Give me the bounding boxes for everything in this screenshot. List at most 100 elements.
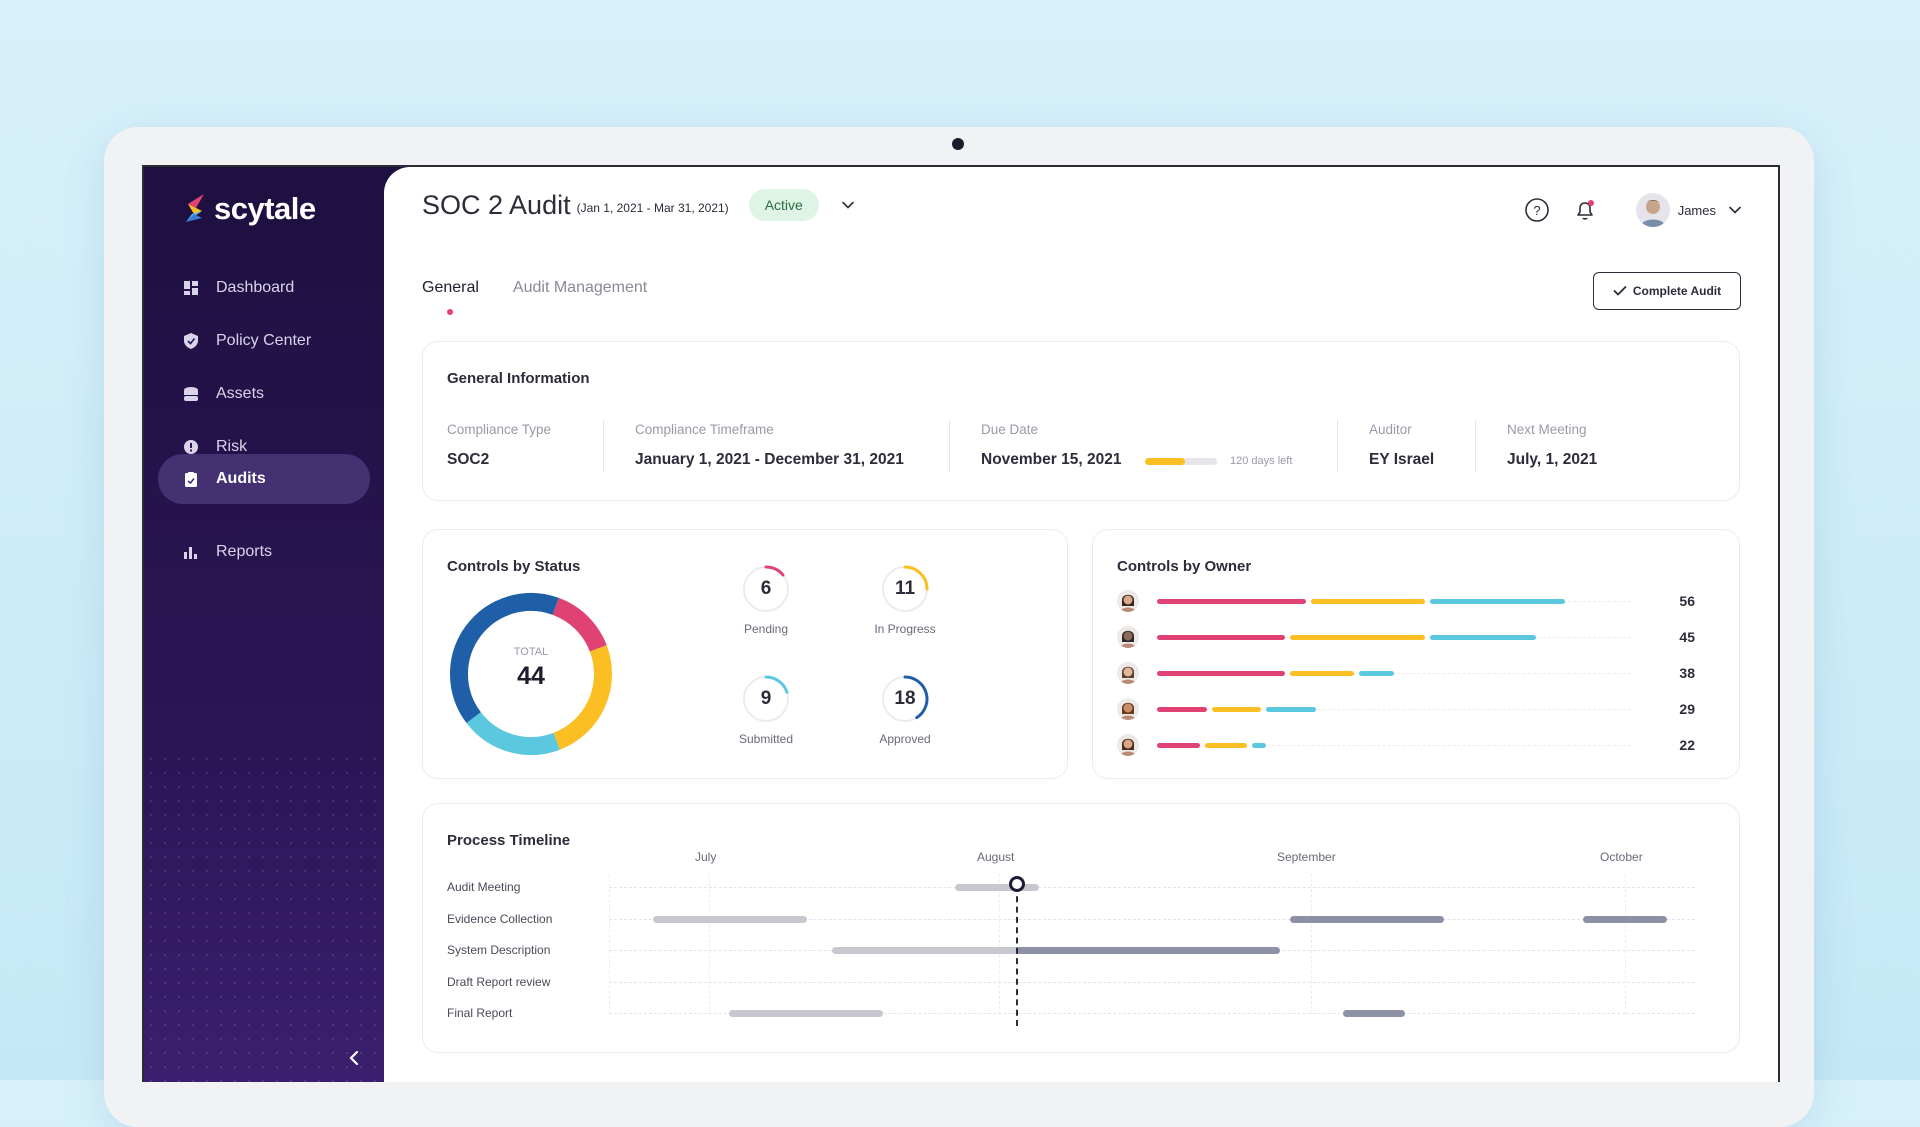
system-description-bar[interactable] [832, 947, 1018, 954]
assets-icon [183, 386, 199, 402]
donut-total: 44 [517, 662, 545, 690]
header-actions: ? James [1502, 193, 1742, 227]
stat-submitted: 9 Submitted [716, 674, 816, 746]
collapse-sidebar-icon[interactable] [344, 1048, 364, 1068]
chevron-down-icon[interactable] [841, 198, 855, 212]
donut-slice-pending[interactable] [552, 597, 607, 652]
evidence-collection-bar[interactable] [653, 916, 807, 923]
next-meeting: Next Meeting July, 1, 2021 [1507, 422, 1597, 469]
sidebar-item-audits[interactable]: Audits [158, 454, 370, 504]
user-name[interactable]: James [1677, 202, 1716, 218]
owner-bar-segment [1289, 671, 1354, 676]
controls-by-status-card: Controls by Status TOTAL 44 6 Pending 11… [422, 529, 1068, 779]
dashboard-icon [183, 280, 199, 296]
final-report-bar[interactable] [729, 1010, 883, 1017]
compliance-type: Compliance Type SOC2 [447, 422, 551, 469]
user-avatar[interactable] [1635, 193, 1670, 227]
owner-row[interactable]: 56 [1117, 590, 1717, 614]
tab-bar: General Audit Management [422, 279, 681, 315]
due-date: Due Date November 15, 2021 [981, 422, 1121, 469]
today-marker-line [1016, 886, 1018, 1026]
tab-audit-management[interactable]: Audit Management [512, 279, 648, 296]
stat-label: In Progress [874, 622, 936, 636]
general-information-card: General Information Compliance Type SOC2… [422, 341, 1740, 501]
audits-icon [183, 471, 199, 487]
sidebar-item-risk[interactable]: Risk [158, 422, 370, 472]
owner-count: 45 [1679, 629, 1695, 645]
owner-count: 38 [1679, 665, 1695, 681]
bell-icon[interactable] [1572, 197, 1598, 223]
info-value: SOC2 [447, 451, 490, 468]
owner-avatar [1117, 626, 1139, 648]
timeline-gridline [709, 874, 710, 1014]
final-report-bar[interactable] [1343, 1010, 1405, 1017]
stat-label: Pending [743, 622, 789, 636]
title-row: SOC 2 Audit (Jan 1, 2021 - Mar 31, 2021)… [422, 189, 855, 221]
compliance-timeframe: Compliance Timeframe January 1, 2021 - D… [635, 422, 904, 469]
evidence-collection-bar[interactable] [1583, 916, 1667, 923]
owner-bar-segment [1429, 635, 1537, 640]
owner-row[interactable]: 22 [1117, 734, 1717, 758]
sidebar-item-dashboard[interactable]: Dashboard [158, 263, 370, 313]
sidebar-item-reports[interactable]: Reports [158, 527, 370, 577]
evidence-collection-bar[interactable] [1290, 916, 1444, 923]
complete-audit-button[interactable]: Complete Audit [1593, 272, 1741, 310]
ring-progress [764, 565, 785, 577]
status-donut-chart [450, 593, 612, 755]
person-icon [1120, 666, 1136, 684]
person-icon [1120, 594, 1136, 612]
help-icon[interactable]: ? [1524, 197, 1550, 223]
sidebar-pattern [144, 752, 404, 1082]
donut-slice-in-progress[interactable] [553, 645, 612, 750]
ring-progress [903, 675, 929, 720]
user-menu-chevron-icon[interactable] [1728, 203, 1742, 217]
timeline-gridline [1311, 874, 1312, 1014]
brand-logo[interactable]: scytale [182, 191, 316, 227]
stat-label: Approved [879, 732, 931, 746]
tab-general[interactable]: General [422, 279, 479, 315]
system-description-bar[interactable] [1016, 947, 1280, 954]
info-value: EY Israel [1369, 451, 1435, 468]
info-label: Auditor [1369, 422, 1412, 437]
sidebar-item-policy-center[interactable]: Policy Center [158, 316, 370, 366]
submitted-ring-icon [743, 675, 789, 722]
owner-count: 29 [1679, 701, 1695, 717]
stat-ring: 18 [880, 674, 930, 724]
owner-row[interactable]: 29 [1117, 698, 1717, 722]
owner-bar-segment [1211, 707, 1262, 712]
sidebar-item-label: Reports [216, 543, 273, 560]
today-marker-dot [1009, 876, 1025, 892]
stat-label: Submitted [738, 732, 794, 746]
owner-row[interactable]: 45 [1117, 626, 1717, 650]
timeline-row-label: System Description [447, 943, 551, 957]
app-screen: scytale Dashboard Policy Center Assets R… [142, 165, 1780, 1082]
timeline-gridline [999, 874, 1000, 1014]
timeline-month-july: July [695, 850, 717, 864]
timeline-row-line [609, 982, 1695, 983]
sidebar-item-assets[interactable]: Assets [158, 369, 370, 419]
owner-avatar [1117, 662, 1139, 684]
divider [603, 420, 604, 472]
info-value: January 1, 2021 - December 31, 2021 [635, 451, 904, 468]
donut-total-label: TOTAL [513, 646, 549, 658]
owner-bar-segment [1157, 635, 1285, 640]
complete-audit-label: Complete Audit [1632, 284, 1722, 298]
donut-slice-submitted[interactable] [466, 711, 560, 755]
card-title: Controls by Owner [1117, 558, 1252, 575]
process-timeline-card: Process Timeline July August September O… [422, 803, 1740, 1053]
donut-slice-approved[interactable] [450, 593, 559, 723]
stat-pending: 6 Pending [716, 564, 816, 636]
owner-bar-segment [1157, 599, 1307, 604]
pending-ring-icon [743, 565, 789, 612]
owner-row[interactable]: 38 [1117, 662, 1717, 686]
stat-value: 9 [760, 688, 772, 709]
audit-meeting-bar[interactable] [955, 884, 1039, 891]
risk-icon [183, 439, 199, 455]
timeline-row-line [609, 919, 1695, 920]
owner-avatar [1117, 734, 1139, 756]
timeline-gridline [1625, 874, 1626, 1014]
scytale-logo-icon [186, 194, 204, 222]
sidebar-item-label: Audits [216, 470, 266, 487]
ring-progress [764, 675, 789, 694]
owner-track [1157, 709, 1631, 710]
